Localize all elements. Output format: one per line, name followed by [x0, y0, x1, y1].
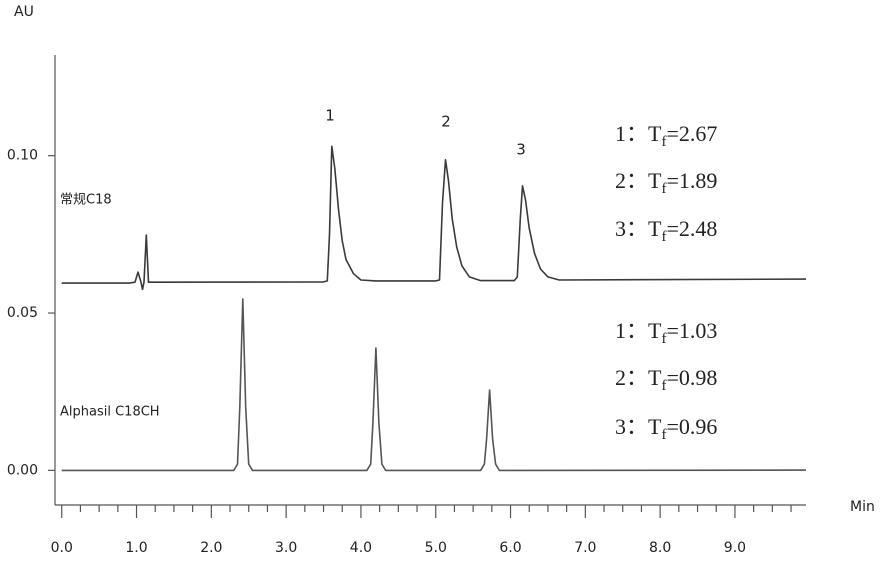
annotation-value: =0.98 [666, 365, 717, 390]
x-tick-label: 2.0 [200, 540, 222, 556]
annotation-value: =0.96 [666, 414, 717, 439]
series-line [61, 298, 807, 472]
annotation-label: 1： [615, 318, 648, 343]
x-tick-label: 3.0 [275, 540, 297, 556]
annotation-symbol: T [648, 121, 662, 146]
x-tick-label: 7.0 [574, 540, 596, 556]
annotation-label: 3： [615, 216, 648, 241]
annotation-subscript: f [661, 378, 666, 394]
tf-annotation: 2：Tf=1.89 [615, 168, 717, 197]
x-tick-label: 1.0 [125, 540, 147, 556]
x-tick-label: 6.0 [499, 540, 521, 556]
x-tick-label: 9.0 [724, 540, 746, 556]
annotation-symbol: T [648, 318, 662, 343]
annotation-label: 2： [615, 365, 648, 390]
annotation-subscript: f [661, 331, 666, 347]
tf-annotation: 3：Tf=2.48 [615, 216, 717, 245]
tf-annotation: 1：Tf=1.03 [615, 318, 717, 347]
tf-annotation: 1：Tf=2.67 [615, 121, 717, 150]
y-tick-label: 0.05 [7, 305, 38, 321]
y-axis-label: AU [14, 4, 34, 20]
x-tick-label: 5.0 [425, 540, 447, 556]
series-label: Alphasil C18CH [60, 405, 160, 420]
x-tick-label: 4.0 [350, 540, 372, 556]
annotation-label: 3： [615, 414, 648, 439]
annotation-subscript: f [661, 181, 666, 197]
annotation-label: 1： [615, 121, 648, 146]
x-tick-label: 0.0 [51, 540, 73, 556]
x-axis-label: Min [850, 499, 875, 515]
y-tick-label: 0.10 [7, 148, 38, 164]
x-tick-label: 8.0 [649, 540, 671, 556]
peak-label: 3 [516, 141, 526, 159]
annotation-value: =1.03 [666, 318, 717, 343]
annotation-subscript: f [661, 427, 666, 443]
annotation-value: =1.89 [666, 168, 717, 193]
y-tick-label: 0.00 [7, 462, 38, 478]
annotation-value: =2.67 [666, 121, 717, 146]
series-label: 常规C18 [60, 193, 112, 208]
series-line [61, 145, 807, 291]
annotation-symbol: T [648, 216, 662, 241]
annotation-symbol: T [648, 414, 662, 439]
annotation-symbol: T [648, 365, 662, 390]
annotation-label: 2： [615, 168, 648, 193]
peak-label: 2 [441, 113, 451, 131]
annotation-value: =2.48 [666, 216, 717, 241]
tf-annotation: 2：Tf=0.98 [615, 365, 717, 394]
peak-label: 1 [325, 107, 335, 125]
annotation-subscript: f [661, 134, 666, 150]
annotation-symbol: T [648, 168, 662, 193]
annotation-subscript: f [661, 229, 666, 245]
tf-annotation: 3：Tf=0.96 [615, 414, 717, 443]
